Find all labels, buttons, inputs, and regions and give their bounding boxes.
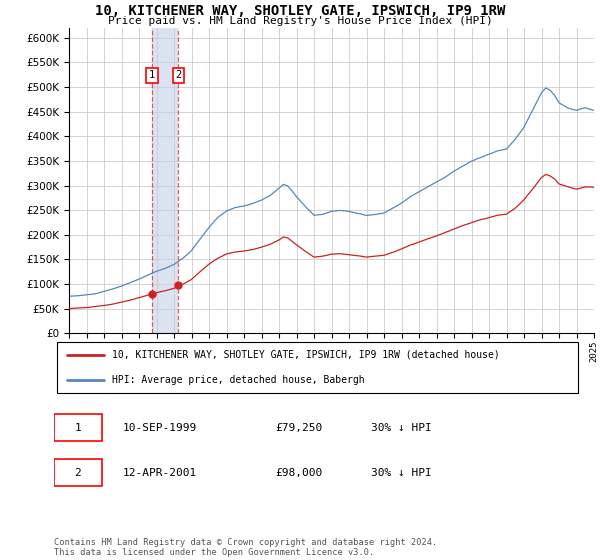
Text: 30% ↓ HPI: 30% ↓ HPI xyxy=(371,423,431,432)
Text: 1: 1 xyxy=(74,423,81,432)
Text: 30% ↓ HPI: 30% ↓ HPI xyxy=(371,468,431,478)
FancyBboxPatch shape xyxy=(56,342,578,393)
Bar xyxy=(152,28,178,333)
Text: 10-SEP-1999: 10-SEP-1999 xyxy=(122,423,197,432)
FancyBboxPatch shape xyxy=(54,459,101,486)
Text: 12-APR-2001: 12-APR-2001 xyxy=(122,468,197,478)
Text: £98,000: £98,000 xyxy=(276,468,323,478)
Text: Contains HM Land Registry data © Crown copyright and database right 2024.
This d: Contains HM Land Registry data © Crown c… xyxy=(54,538,437,557)
Text: Price paid vs. HM Land Registry's House Price Index (HPI): Price paid vs. HM Land Registry's House … xyxy=(107,16,493,26)
Text: HPI: Average price, detached house, Babergh: HPI: Average price, detached house, Babe… xyxy=(112,375,365,385)
Text: £79,250: £79,250 xyxy=(276,423,323,432)
Text: 10, KITCHENER WAY, SHOTLEY GATE, IPSWICH, IP9 1RW: 10, KITCHENER WAY, SHOTLEY GATE, IPSWICH… xyxy=(95,4,505,18)
Text: 10, KITCHENER WAY, SHOTLEY GATE, IPSWICH, IP9 1RW (detached house): 10, KITCHENER WAY, SHOTLEY GATE, IPSWICH… xyxy=(112,350,500,360)
Text: 2: 2 xyxy=(74,468,81,478)
Text: 1: 1 xyxy=(149,71,155,80)
Text: 2: 2 xyxy=(175,71,182,80)
FancyBboxPatch shape xyxy=(54,414,101,441)
